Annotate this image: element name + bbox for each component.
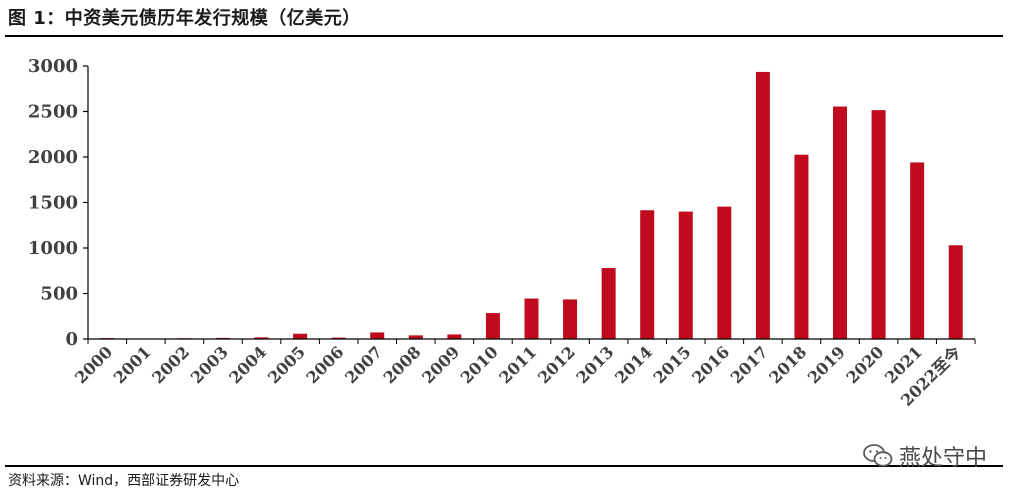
x-tick-label: 2005	[264, 342, 309, 387]
x-tick-label: 2019	[804, 342, 849, 387]
y-tick-label: 3000	[28, 56, 78, 77]
x-tick-label: 2002	[148, 342, 193, 387]
bar-chart: 0500100015002000250030002000200120022003…	[28, 56, 976, 410]
bar	[485, 313, 500, 339]
x-tick-label: 2012	[534, 342, 579, 387]
x-tick-label: 2018	[765, 342, 810, 387]
x-tick-label: 2020	[842, 342, 887, 387]
wechat-icon	[863, 444, 893, 467]
x-tick-label: 2006	[303, 342, 348, 387]
bar	[755, 71, 770, 339]
bar	[524, 298, 539, 339]
x-tick-label: 2007	[341, 342, 386, 387]
bar	[563, 299, 578, 339]
bar	[254, 337, 269, 339]
figure-title: 图 1：中资美元债历年发行规模（亿美元）	[8, 8, 361, 29]
bar	[794, 154, 809, 339]
x-tick-label: 2010	[457, 342, 502, 387]
y-tick-label: 2500	[28, 102, 78, 123]
x-tick-label: 2008	[380, 342, 425, 387]
x-tick-label: 2001	[110, 342, 155, 387]
bar	[331, 337, 346, 339]
bar	[408, 335, 423, 339]
bar	[447, 334, 462, 339]
bar	[678, 211, 693, 339]
bar	[293, 333, 308, 339]
bar	[833, 106, 848, 340]
x-tick-label: 2017	[727, 342, 772, 387]
bottom-rule	[5, 465, 1003, 467]
bar	[910, 162, 925, 339]
bar	[717, 206, 732, 339]
y-tick-label: 2000	[28, 147, 78, 168]
x-tick-label: 2015	[650, 342, 695, 387]
bar	[370, 332, 385, 339]
bar	[871, 110, 886, 339]
y-tick-label: 1000	[28, 238, 78, 259]
x-tick-label: 2003	[187, 342, 232, 387]
x-tick-label: 2016	[688, 342, 733, 387]
y-tick-label: 500	[40, 284, 78, 305]
watermark-text: 燕处守中	[898, 446, 987, 471]
x-tick-label: 2014	[611, 342, 656, 387]
source-note: 资料来源：Wind，西部证券研发中心	[8, 473, 240, 489]
y-tick-label: 0	[65, 329, 78, 350]
top-rule	[5, 35, 1003, 37]
x-tick-label: 2013	[573, 342, 618, 387]
watermark: 燕处守中	[863, 440, 987, 472]
x-tick-label: 2009	[418, 342, 463, 387]
x-tick-label: 2011	[495, 342, 540, 387]
y-tick-label: 1500	[28, 193, 78, 214]
bar	[601, 268, 616, 339]
bar	[948, 245, 963, 339]
bar	[640, 210, 655, 339]
x-tick-label: 2004	[225, 342, 270, 387]
